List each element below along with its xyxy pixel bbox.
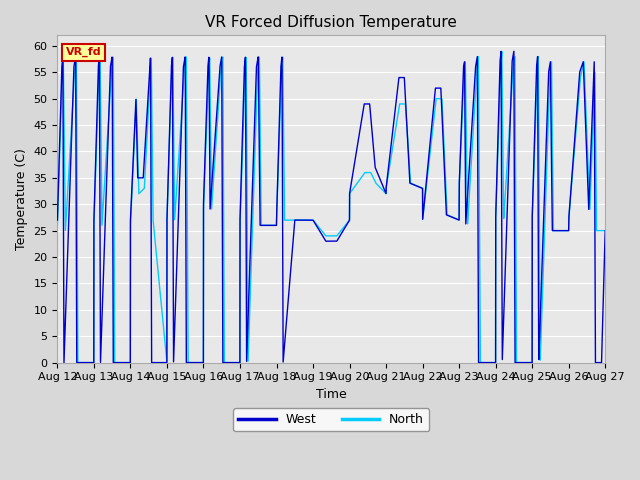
- West: [54, 217, 61, 223]
- West: [602, 228, 609, 233]
- Line: West: West: [58, 51, 605, 362]
- West: [573, 114, 580, 120]
- North: [74, 360, 82, 365]
- West: [119, 360, 127, 365]
- Title: VR Forced Diffusion Temperature: VR Forced Diffusion Temperature: [205, 15, 457, 30]
- West: [264, 222, 271, 228]
- X-axis label: Time: Time: [316, 388, 347, 401]
- North: [573, 124, 580, 130]
- West: [548, 227, 556, 232]
- West: [396, 75, 404, 81]
- North: [498, 48, 506, 54]
- North: [119, 360, 127, 365]
- Y-axis label: Temperature (C): Temperature (C): [15, 148, 28, 250]
- Line: North: North: [58, 51, 605, 362]
- Text: VR_fd: VR_fd: [66, 47, 101, 57]
- West: [551, 228, 559, 233]
- West: [510, 48, 518, 54]
- North: [548, 125, 556, 131]
- North: [54, 222, 61, 228]
- Legend: West, North: West, North: [234, 408, 429, 431]
- North: [396, 101, 404, 107]
- North: [602, 228, 609, 233]
- North: [551, 228, 559, 233]
- North: [264, 222, 271, 228]
- West: [73, 360, 81, 365]
